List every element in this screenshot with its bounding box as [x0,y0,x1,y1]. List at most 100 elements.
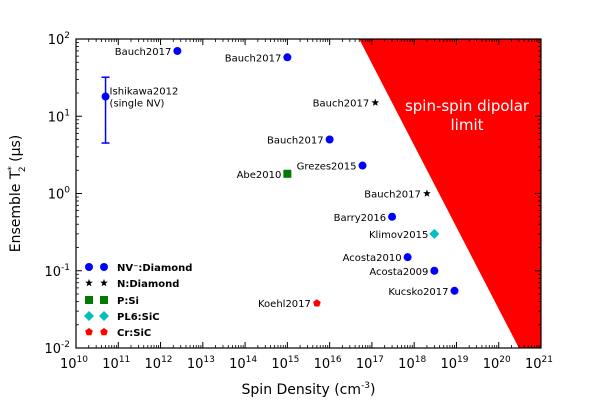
point-label: Koehl2017 [258,299,311,310]
y-tick-label: 101 [48,108,70,125]
point-label-line: Kucsko2017 [388,287,448,298]
x-tick-exp: 11 [119,355,130,365]
point-label-line: Acosta2009 [369,267,428,278]
y-tick-exp: 0 [64,186,70,196]
x-tick-exp: 15 [288,355,299,365]
x-axis-label: Spin Density (cm-3) [242,381,376,398]
data-point [173,46,182,55]
x-tick-label: 1014 [229,355,257,372]
point-label-line: Grezes2015 [297,162,357,173]
data-point [423,189,431,197]
y-label-main: Ensemble T [8,170,24,252]
point-label-line: Bauch2017 [225,53,282,64]
x-tick-base: 10 [60,357,77,372]
x-tick-exp: 19 [457,355,469,365]
legend-label: P:Si [117,296,139,307]
y-tick-base: 10 [44,265,61,280]
ticks-layer: 1010 1011 1012 1013 1014 1015 1016 1017 1018 1019… [44,31,553,372]
data-point [313,299,321,307]
point-label-line: Bauch2017 [313,99,370,110]
x-tick-base: 10 [145,357,162,372]
region-label-line: spin-spin dipolar [405,97,530,115]
x-tick-label: 1020 [483,355,511,372]
x-tick-base: 10 [356,357,373,372]
legend-marker [100,328,108,336]
point-label: Klimov2015 [369,230,428,241]
point-label-line: Bauch2017 [115,47,172,58]
x-tick-exp: 13 [203,355,214,365]
x-tick-label: 1013 [187,355,215,372]
y-tick-exp: -1 [61,263,70,273]
point-label-line: Abe2010 [237,170,282,181]
x-tick-label: 1017 [356,355,384,372]
data-point [283,169,292,178]
legend-marker [100,263,108,271]
legend-label: N:Diamond [117,279,179,290]
y-tick-base: 10 [48,188,65,203]
legend-marker [100,279,108,287]
data-point [403,253,412,262]
x-tick-label: 1010 [60,355,88,372]
point-label-line: Acosta2010 [343,253,402,264]
legend-label: Cr:SiC [117,328,151,339]
x-label-sup: -3 [361,381,370,391]
point-label: Ishikawa2012 (single NV) [110,87,179,110]
x-tick-base: 10 [187,357,204,372]
x-tick-exp: 12 [161,355,172,365]
point-label: Acosta2009 [369,267,428,278]
point-label: Grezes2015 [297,162,357,173]
legend-marker [85,263,93,271]
point-label: Bauch2017 [225,53,282,64]
point-label: Kucsko2017 [388,287,448,298]
point-label-line: Bauch2017 [364,190,421,201]
x-tick-exp: 17 [372,355,383,365]
legend: NV⁻:Diamond N:Diamond P:Si PL6:SiC Cr:SiC [84,263,192,339]
data-point [430,266,439,275]
legend-marker [85,296,93,304]
region-label: spin-spin dipolar limit [405,97,530,134]
x-tick-exp: 14 [246,355,258,365]
x-tick-base: 10 [271,357,288,372]
y-tick-label: 102 [48,31,70,48]
x-label-main: Spin Density (cm [242,382,361,398]
x-tick-base: 10 [398,357,415,372]
data-point [358,161,367,170]
data-point [283,53,292,62]
x-tick-label: 1011 [102,355,130,372]
y-tick-exp: 2 [64,31,70,41]
x-tick-label: 1019 [440,355,468,372]
data-point [371,98,380,106]
point-label: Abe2010 [237,170,282,181]
x-tick-label: 1016 [314,355,342,372]
point-label: Barry2016 [334,213,386,224]
y-tick-label: 10-2 [44,340,70,357]
legend-marker [85,279,93,287]
legend-marker [99,311,109,321]
point-label-line: Ishikawa2012 [110,87,179,98]
point-label-line: Koehl2017 [258,299,311,310]
y-tick-base: 10 [48,110,65,125]
point-label-line: Klimov2015 [369,230,428,241]
x-tick-base: 10 [314,357,331,372]
x-tick-label: 1015 [271,355,299,372]
data-point [101,92,110,101]
x-tick-exp: 18 [415,355,427,365]
x-tick-base: 10 [102,357,119,372]
x-tick-label: 1018 [398,355,426,372]
point-label: Bauch2017 [364,190,421,201]
y-tick-base: 10 [44,342,61,357]
region-layer: spin-spin dipolar limit [359,39,541,348]
x-tick-base: 10 [483,357,500,372]
y-tick-label: 100 [48,186,71,203]
point-label-line: Bauch2017 [267,136,324,147]
point-label: Acosta2010 [343,253,402,264]
point-label-line: (single NV) [110,99,165,110]
legend-marker [84,311,94,321]
legend-marker [85,328,93,336]
legend-label: PL6:SiC [117,312,160,323]
x-tick-label: 1012 [145,355,173,372]
y-label-sup: * [7,166,17,171]
x-label-tail: ) [370,382,375,398]
x-tick-exp: 21 [542,355,553,365]
